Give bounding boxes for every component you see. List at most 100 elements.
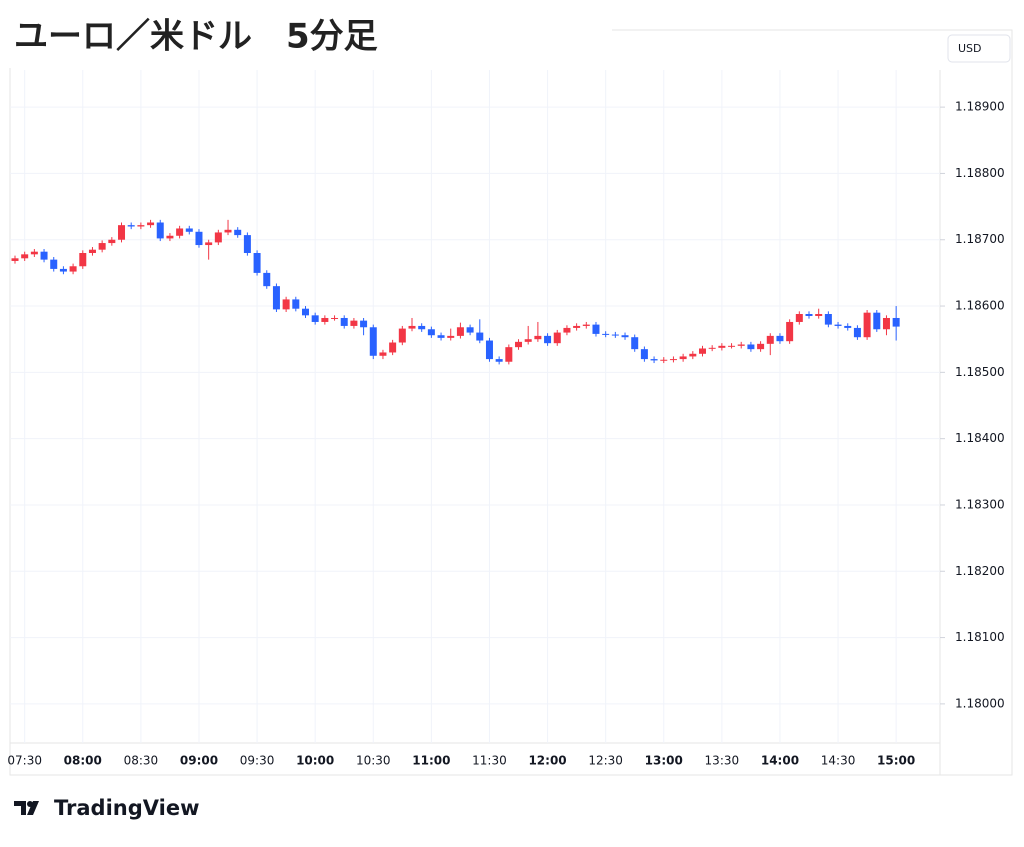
candle-body xyxy=(660,359,668,361)
candle-body xyxy=(805,314,813,316)
candle-body xyxy=(524,339,532,342)
candle-body xyxy=(728,345,736,347)
candle-body xyxy=(882,317,890,330)
candle-body xyxy=(389,342,397,353)
candle-body xyxy=(553,332,561,344)
candle-body xyxy=(437,335,445,338)
candle-body xyxy=(69,266,77,272)
y-tick-label: 1.18600 xyxy=(955,299,1005,313)
candle-body xyxy=(253,253,261,273)
candle-body xyxy=(892,317,900,327)
candle-body xyxy=(718,345,726,348)
candle-body xyxy=(331,317,339,319)
candle-body xyxy=(195,231,203,246)
x-tick-label: 12:30 xyxy=(588,754,623,768)
chart-title: ユーロ／米ドル 5分足 xyxy=(14,17,378,57)
x-tick-label: 11:00 xyxy=(412,754,450,768)
currency-box xyxy=(947,34,1011,63)
candle-body xyxy=(21,254,29,259)
candle-body xyxy=(776,335,784,342)
candle-body xyxy=(292,299,300,309)
candle-body xyxy=(156,222,164,239)
candle-body xyxy=(369,327,377,356)
y-tick-label: 1.18700 xyxy=(955,232,1005,246)
candle-body xyxy=(234,229,242,236)
candle-body xyxy=(824,314,832,325)
candle-body xyxy=(340,317,348,326)
x-tick-label: 10:00 xyxy=(296,754,334,768)
candle-body xyxy=(544,335,552,344)
candle-body xyxy=(311,315,319,322)
candle-body xyxy=(766,335,774,344)
y-tick-label: 1.18400 xyxy=(955,431,1005,445)
x-tick-label: 09:00 xyxy=(180,754,218,768)
candle-body xyxy=(873,312,881,330)
candle-body xyxy=(708,347,716,349)
candle-body xyxy=(669,359,677,361)
candle-body xyxy=(243,235,251,254)
candle-body xyxy=(11,258,19,261)
candle-body xyxy=(679,356,687,360)
candle-body xyxy=(505,347,513,362)
candle-body xyxy=(534,335,542,340)
candle-body xyxy=(427,329,435,336)
x-tick-label: 14:30 xyxy=(821,754,856,768)
candle-body xyxy=(563,327,571,333)
candle-body xyxy=(631,337,639,350)
y-tick-label: 1.18000 xyxy=(955,696,1005,710)
y-tick-label: 1.18500 xyxy=(955,365,1005,379)
title-backdrop xyxy=(0,0,612,68)
x-tick-label: 12:00 xyxy=(528,754,566,768)
candle-body xyxy=(301,308,309,316)
x-tick-label: 08:00 xyxy=(64,754,102,768)
candle-body xyxy=(844,325,852,328)
candle-body xyxy=(650,359,658,361)
candle-body xyxy=(50,259,58,269)
x-tick-label: 08:30 xyxy=(124,754,159,768)
candle-body xyxy=(621,335,629,338)
candle-body xyxy=(379,352,387,356)
y-tick-label: 1.18100 xyxy=(955,630,1005,644)
candle-body xyxy=(360,320,368,328)
logo: TradingView xyxy=(14,796,199,820)
candle-body xyxy=(795,314,803,322)
candle-body xyxy=(272,286,280,310)
candles xyxy=(11,219,900,365)
candle-body xyxy=(689,353,697,357)
candle-body xyxy=(476,332,484,341)
x-tick-label: 13:00 xyxy=(645,754,683,768)
candle-body xyxy=(834,324,842,326)
candle-body xyxy=(495,359,503,362)
candle-body xyxy=(263,272,271,287)
candle-body xyxy=(176,228,184,236)
candle-body xyxy=(30,251,38,255)
candle-body xyxy=(863,312,871,338)
currency-label: USD xyxy=(958,42,982,55)
candle-body xyxy=(485,340,493,360)
candle-body xyxy=(640,349,648,360)
x-tick-label: 13:30 xyxy=(705,754,740,768)
candle-body xyxy=(350,320,358,326)
candle-body xyxy=(408,325,416,329)
candle-body xyxy=(108,239,116,244)
candle-body xyxy=(98,243,106,250)
x-tick-label: 14:00 xyxy=(761,754,799,768)
logo-icon xyxy=(14,801,39,815)
candle-body xyxy=(466,327,474,333)
y-tick-label: 1.18800 xyxy=(955,166,1005,180)
logo-dot xyxy=(27,801,33,807)
candle-body xyxy=(147,222,155,226)
candle-body xyxy=(214,232,222,243)
candle-body xyxy=(456,327,464,336)
candle-body xyxy=(137,225,145,227)
x-tick-label: 10:30 xyxy=(356,754,391,768)
candle-body xyxy=(418,325,426,330)
candle-body xyxy=(757,343,765,350)
candle-body xyxy=(592,324,600,334)
candle-body xyxy=(282,299,290,310)
candle-body xyxy=(224,229,232,233)
candle-body xyxy=(815,314,823,316)
candle-body xyxy=(166,235,174,239)
candle-body xyxy=(447,335,455,338)
